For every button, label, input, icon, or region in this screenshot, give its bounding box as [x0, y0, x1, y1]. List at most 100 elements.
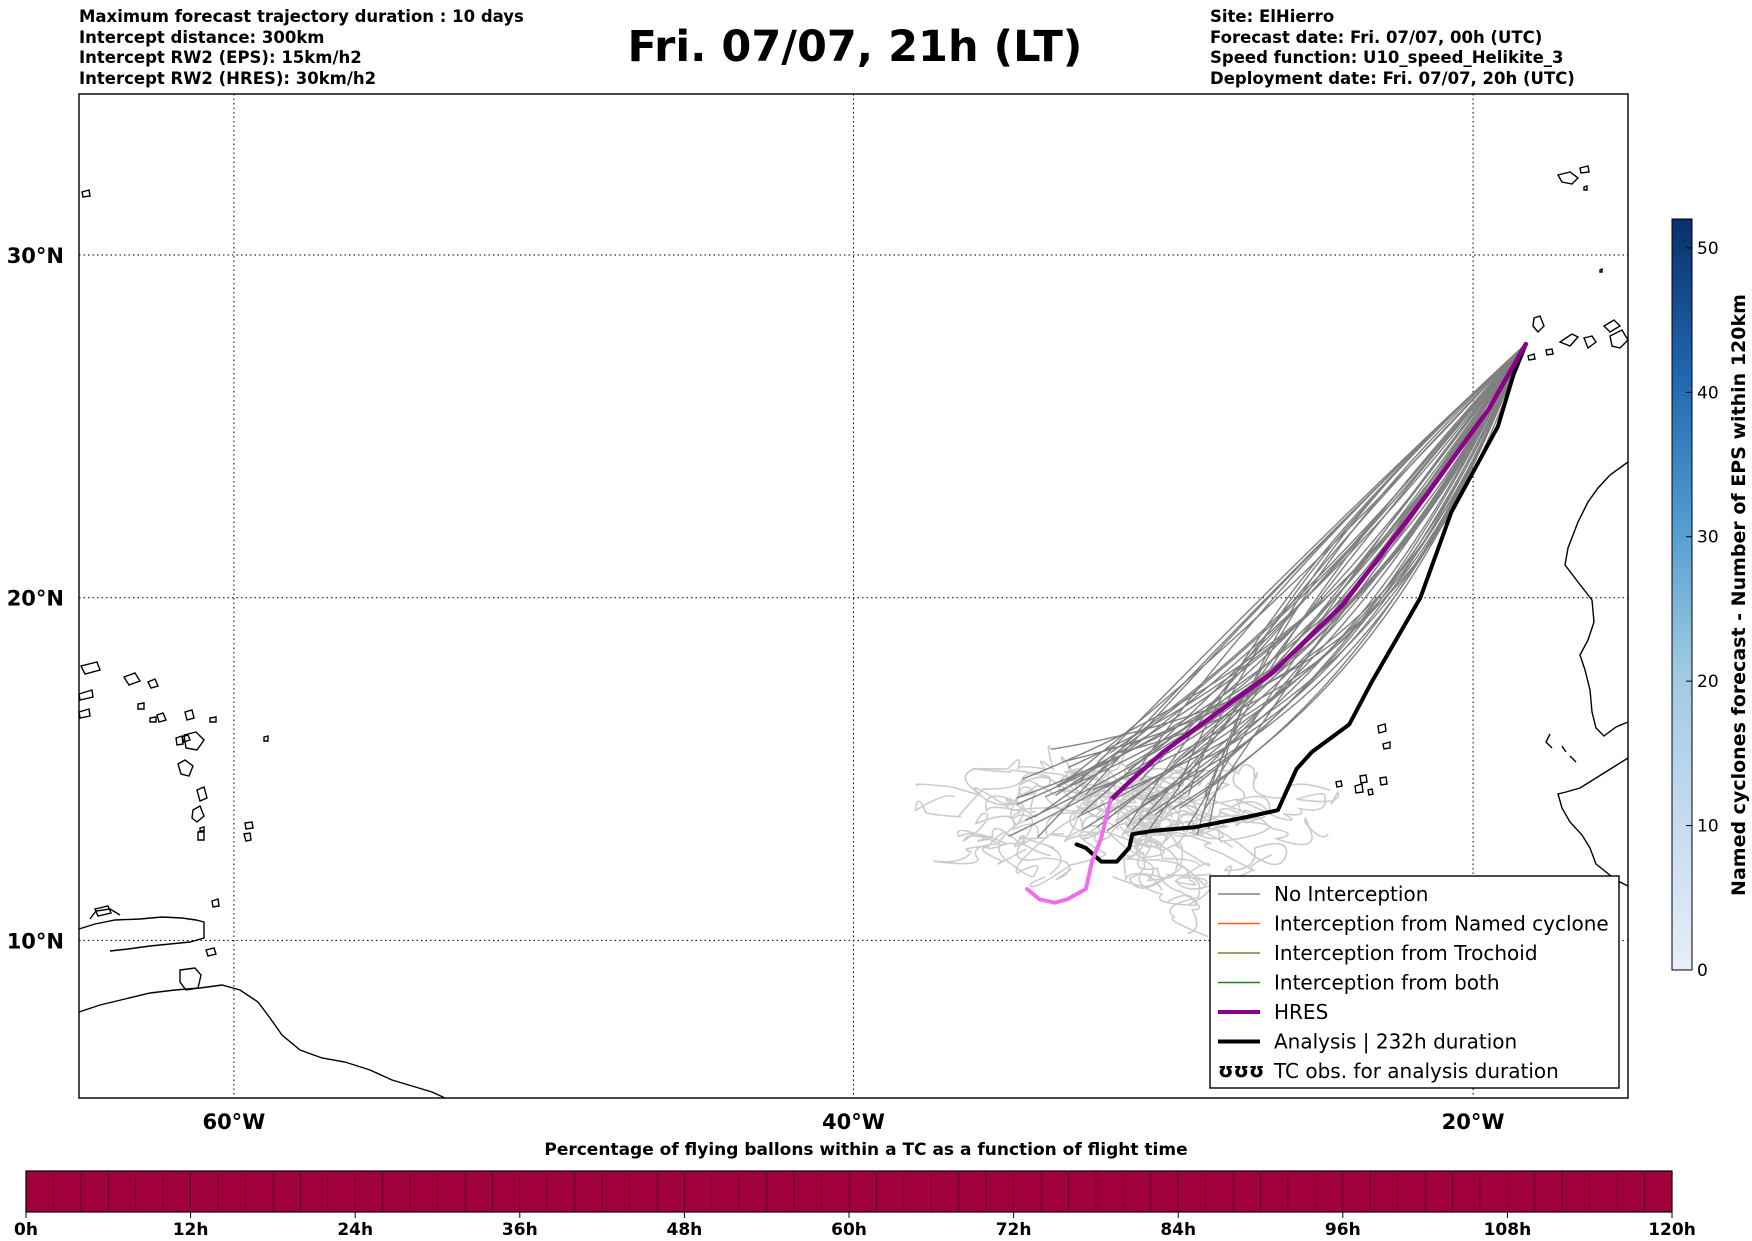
flight-bar-tick-label: 108h: [1484, 1220, 1532, 1240]
eps-member-track: [1022, 343, 1527, 780]
colorbar-tick-label: 50: [1697, 239, 1719, 259]
colorbar-tick-label: 30: [1697, 528, 1719, 548]
eps-member-track: [1138, 343, 1527, 821]
island-puerto-rico-e: [79, 661, 101, 675]
eps-member-track: [1204, 343, 1527, 796]
eps-member-tail: [914, 778, 1024, 818]
coast-africa-south: [1557, 757, 1629, 887]
island-la-gomera: [1545, 348, 1554, 356]
intercept-hres-line: Intercept RW2 (HRES): 30km/h2: [79, 68, 377, 88]
map-frame: [78, 93, 1629, 1099]
eps-member-track: [1037, 343, 1527, 838]
deployment-date-line: Deployment date: Fri. 07/07, 20h (UTC): [1210, 68, 1575, 88]
intercept-distance-line: Intercept distance: 300km: [79, 27, 325, 47]
island-anguilla: [156, 712, 167, 723]
coast-south-america: [78, 984, 446, 1099]
flight-bar-tick-label: 96h: [1325, 1220, 1361, 1240]
site-line: Site: ElHierro: [1210, 7, 1335, 26]
island-virgin-a: [122, 672, 142, 686]
island-el-hierro: [1527, 353, 1536, 361]
coast-africa: [1564, 461, 1629, 737]
legend-label: Analysis | 232h duration: [1274, 1030, 1517, 1054]
header-left-info: Maximum forecast trajectory duration : 1…: [79, 7, 524, 89]
island-cv-fogo: [1367, 788, 1374, 796]
island-small-6: [199, 826, 205, 832]
eps-member-track: [1016, 343, 1527, 799]
island-madeira: [1556, 171, 1580, 185]
island-st-vincent: [211, 898, 220, 908]
island-tenerife: [1558, 333, 1580, 347]
eps-member-tail: [1130, 772, 1231, 882]
legend-box: [1209, 875, 1620, 1089]
legend-label: No Interception: [1274, 882, 1428, 906]
eps-member-tail: [1131, 804, 1181, 849]
eps-member-tail: [1013, 812, 1082, 876]
flight-bar-tick-label: 24h: [337, 1220, 373, 1240]
eps-member-track: [1139, 343, 1527, 782]
flight-bar-tick-label: 36h: [502, 1220, 538, 1240]
flight-bar-tick-label: 12h: [173, 1220, 209, 1240]
flight-bar-title: Percentage of flying ballons within a TC…: [544, 1140, 1187, 1160]
island-cv-sal: [1379, 776, 1388, 786]
island-tobago: [205, 947, 217, 957]
island-cv-santiago: [1354, 783, 1364, 794]
eps-member-tail: [1172, 813, 1329, 846]
eps-member-track: [1187, 343, 1527, 827]
eps-member-tail: [1187, 790, 1340, 821]
forecast-date-line: Forecast date: Fri. 07/07, 00h (UTC): [1210, 27, 1543, 47]
coast-venezuela-north: [78, 916, 205, 952]
hres-track: [1108, 341, 1529, 803]
legend-label: HRES: [1274, 1000, 1328, 1024]
lon-label: 20°W: [1442, 1110, 1505, 1134]
eps-member-tail: [962, 812, 1051, 857]
analysis-track: [1074, 342, 1528, 864]
eps-member-tail: [1123, 829, 1168, 891]
island-martinique: [191, 804, 205, 823]
header-right-info: Site: ElHierro Forecast date: Fri. 07/07…: [1210, 7, 1575, 89]
eps-member-tail: [1074, 778, 1243, 818]
legend-items: No Interception Interception from Named c…: [1218, 882, 1609, 1083]
map-gridlines: [79, 94, 1628, 1098]
eps-member-track: [1055, 343, 1527, 796]
island-antigua: [183, 731, 205, 751]
eps-member-tail: [1119, 768, 1195, 813]
eps-member-tail: [1194, 754, 1271, 820]
eps-member-tail: [956, 819, 1027, 865]
flight-bar-tick-label: 84h: [1160, 1220, 1196, 1240]
legend-label: Interception from Trochoid: [1274, 941, 1538, 965]
island-small-2: [263, 735, 269, 742]
island-madeira-tiny: [1583, 185, 1588, 191]
map-legend: No Interception Interception from Named c…: [1209, 875, 1620, 1089]
eps-member-tail: [933, 831, 1010, 865]
island-trinidad: [179, 967, 202, 991]
legend-label: TC obs. for analysis duration: [1273, 1059, 1559, 1083]
coast-peninsula: [89, 908, 121, 920]
island-small-3: [209, 716, 217, 723]
eps-member-tail: [1083, 801, 1152, 843]
island-la-palma: [1532, 315, 1545, 334]
flight-bar-tick-label: 48h: [667, 1220, 703, 1240]
eps-member-tail: [1021, 766, 1096, 796]
flight-bar-tick-label: 0h: [14, 1220, 38, 1240]
island-small-4: [149, 716, 157, 723]
flight-bar-segments: [53, 1171, 1645, 1212]
island-small-5: [81, 189, 91, 198]
legend-label: Interception from Named cyclone: [1274, 912, 1609, 936]
colorbar-tick-label: 10: [1697, 817, 1719, 837]
eps-member-tail: [1133, 813, 1229, 835]
island-st-lucia: [197, 831, 205, 841]
eps-member-track: [1154, 343, 1527, 816]
colorbar-tick-label: 20: [1697, 672, 1719, 692]
island-cv-maio: [1335, 780, 1343, 788]
eps-member-tail: [1208, 827, 1288, 883]
flight-bar-tick-label: 72h: [996, 1220, 1032, 1240]
coastlines: [78, 165, 1629, 1099]
intercept-eps-line: Intercept RW2 (EPS): 15km/h2: [79, 48, 362, 67]
colorbar-gradient: [1671, 218, 1693, 971]
island-montserrat: [184, 709, 195, 721]
eps-member-track: [1034, 343, 1527, 818]
island-cv-sao-vicente: [1382, 741, 1391, 750]
eps-member-track: [1126, 343, 1527, 828]
colorbar-tick-label: 0: [1697, 961, 1708, 981]
